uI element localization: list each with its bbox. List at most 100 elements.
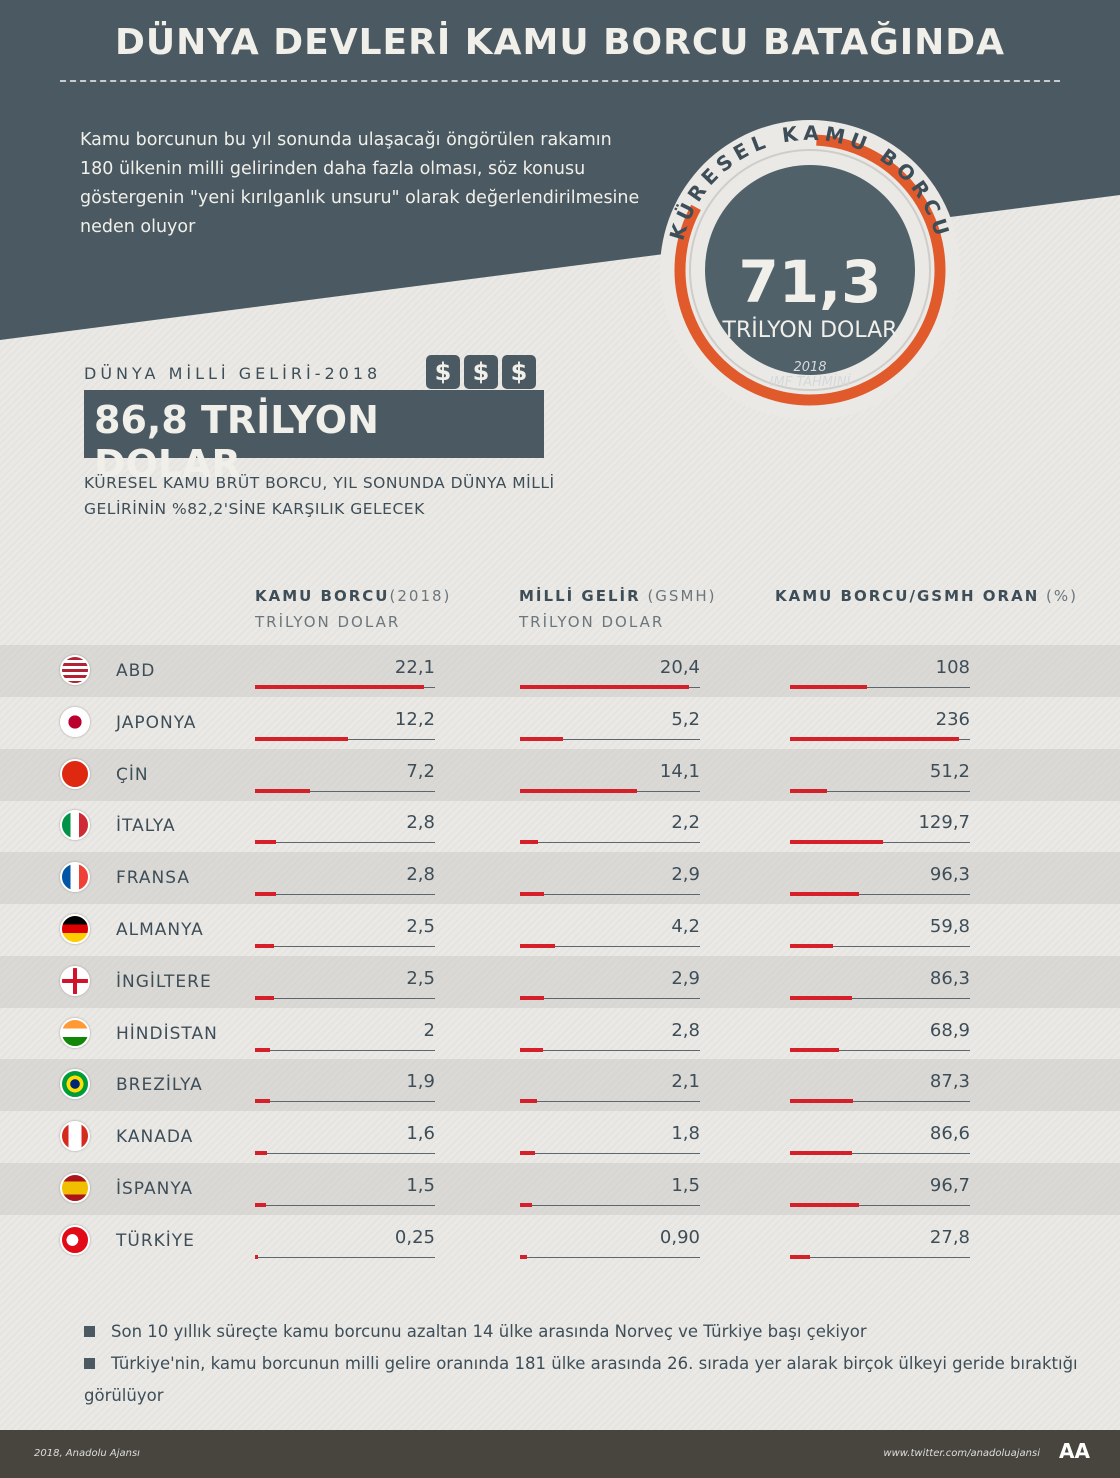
- bar: [255, 1203, 267, 1207]
- bar: [255, 944, 275, 948]
- value-label: 2,5: [406, 916, 435, 937]
- value-label: 2,9: [671, 864, 700, 886]
- bar-axis: [790, 1049, 970, 1051]
- value-label: 4,2: [671, 916, 700, 937]
- bar: [790, 736, 960, 741]
- table-row: JAPONYA 12,2 5,2 236: [0, 697, 1120, 749]
- table-row: KANADA 1,6 1,8 86,6: [0, 1111, 1120, 1163]
- gdp-value: 86,8 TRİLYON DOLAR: [84, 390, 544, 486]
- dollar-icon: $: [426, 355, 460, 389]
- bar-axis: [255, 1049, 435, 1051]
- bar-axis: [520, 1049, 700, 1051]
- note-item: Son 10 yıllık süreçte kamu borcunu azalt…: [84, 1316, 1120, 1348]
- value-label: 2,9: [671, 967, 700, 989]
- bar: [520, 788, 637, 793]
- bar: [790, 1254, 810, 1259]
- bar-axis: [520, 1153, 700, 1155]
- bar: [790, 995, 852, 1000]
- aa-logo: AA: [1059, 1439, 1090, 1463]
- global-debt-source: 2018 IMF TAHMİNİ: [769, 360, 851, 390]
- value-label: 129,7: [918, 812, 970, 834]
- table-row: BREZİLYA 1,9 2,1 87,3: [0, 1059, 1120, 1112]
- country-name: FRANSA: [116, 868, 190, 889]
- flag-icon: [60, 655, 90, 685]
- bar-axis: [255, 842, 435, 844]
- value-label: 236: [935, 708, 970, 730]
- bar-axis: [790, 1205, 970, 1206]
- bar: [790, 892, 860, 897]
- table-row: ALMANYA 2,5 4,2 59,8: [0, 904, 1120, 956]
- bar-axis: [520, 842, 700, 844]
- notes: Son 10 yıllık süreçte kamu borcunu azalt…: [84, 1316, 1120, 1412]
- bar: [255, 685, 425, 689]
- flag-icon: [60, 1173, 90, 1203]
- value-label: 0,90: [659, 1226, 700, 1248]
- table-row: İTALYA 2,8 2,2 129,7: [0, 800, 1120, 852]
- value-label: 1,5: [406, 1175, 435, 1196]
- bar: [520, 736, 564, 741]
- header-ratio: KAMU BORCU/GSMH ORAN (%): [775, 587, 1078, 605]
- table-row: İSPANYA 1,5 1,5 96,7: [0, 1163, 1120, 1215]
- debt-ring: KÜRESEL KAMU BORCU: [660, 120, 960, 420]
- global-debt-circle: KÜRESEL KAMU BORCU 71,3 TRİLYON DOLAR 20…: [640, 110, 980, 430]
- bar: [790, 788, 827, 793]
- footer-credit: 2018, Anadolu Ajansı: [34, 1448, 140, 1459]
- bar: [790, 1047, 840, 1052]
- bar-axis: [255, 1101, 435, 1103]
- bar: [255, 1047, 271, 1052]
- bar: [790, 840, 883, 845]
- bar-axis: [255, 946, 435, 947]
- table-row: ABD 22,1 20,4 108: [0, 645, 1120, 697]
- dollar-icon: $: [464, 355, 498, 389]
- value-label: 0,25: [394, 1226, 435, 1248]
- value-label: 1,8: [671, 1123, 700, 1145]
- bar-axis: [790, 1153, 970, 1155]
- footer: 2018, Anadolu Ajansı www.twitter.com/ana…: [0, 1430, 1120, 1478]
- value-label: 68,9: [929, 1019, 970, 1041]
- footer-link[interactable]: www.twitter.com/anadoluajansi: [883, 1448, 1040, 1459]
- flag-icon: [60, 706, 90, 737]
- flag-icon: [60, 1224, 90, 1255]
- table-row: FRANSA 2,8 2,9 96,3: [0, 852, 1120, 905]
- bar-axis: [255, 790, 435, 792]
- value-label: 1,6: [406, 1123, 435, 1145]
- value-label: 87,3: [929, 1071, 970, 1093]
- country-name: BREZİLYA: [116, 1075, 203, 1096]
- value-label: 2,8: [671, 1019, 700, 1041]
- country-name: ABD: [116, 661, 156, 681]
- flag-icon: [60, 1069, 90, 1100]
- bar-axis: [255, 1153, 435, 1155]
- bar-axis: [520, 946, 700, 947]
- bar-axis: [255, 1205, 435, 1206]
- note-item: Türkiye'nin, kamu borcunun milli gelire …: [84, 1348, 1120, 1412]
- flag-icon: [60, 1121, 90, 1152]
- bar: [520, 944, 555, 948]
- bar: [520, 1047, 544, 1052]
- bar-axis: [790, 894, 970, 896]
- bar: [255, 1151, 268, 1156]
- bar-axis: [790, 946, 970, 947]
- dollar-icons: $ $ $: [426, 355, 536, 389]
- global-debt-value: 71,3: [738, 248, 882, 316]
- bar-axis: [790, 1101, 970, 1103]
- dollar-icon: $: [502, 355, 536, 389]
- bar: [255, 995, 275, 1000]
- flag-icon: [60, 758, 90, 789]
- table-row: HİNDİSTAN 2 2,8 68,9: [0, 1008, 1120, 1060]
- value-label: 96,7: [929, 1175, 970, 1196]
- bar-axis: [790, 687, 970, 688]
- bar-axis: [520, 1101, 700, 1103]
- intro-text: Kamu borcunun bu yıl sonunda ulaşacağı ö…: [80, 130, 640, 237]
- flag-icon: [60, 1017, 90, 1048]
- value-label: 2,1: [671, 1071, 700, 1093]
- country-name: İTALYA: [116, 816, 176, 837]
- country-name: KANADA: [116, 1127, 194, 1148]
- value-label: 2,5: [406, 967, 435, 989]
- bar-axis: [255, 997, 435, 999]
- gdp-note: KÜRESEL KAMU BRÜT BORCU, YIL SONUNDA DÜN…: [84, 474, 555, 518]
- country-name: JAPONYA: [116, 712, 197, 733]
- table-row: ÇİN 7,2 14,1 51,2: [0, 748, 1120, 801]
- value-label: 12,2: [394, 708, 435, 730]
- bar-axis: [520, 997, 700, 999]
- bar-axis: [790, 997, 970, 999]
